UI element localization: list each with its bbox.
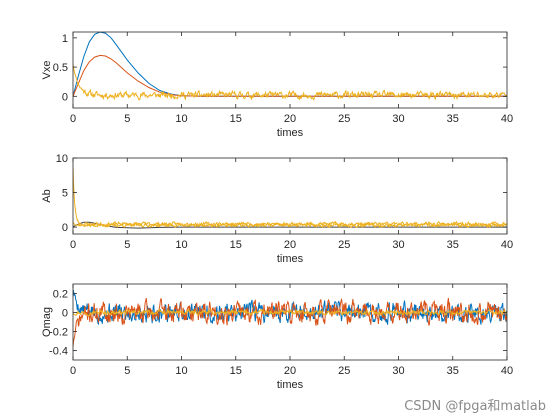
x-tick-label: 40 xyxy=(501,239,513,251)
plot-area xyxy=(73,158,507,234)
x-axis-label: times xyxy=(277,127,304,139)
x-tick-label: 0 xyxy=(70,113,76,125)
x-tick-label: 25 xyxy=(338,113,350,125)
y-tick-label: 0.2 xyxy=(53,289,68,301)
watermark-text: CSDN @fpga和matlab xyxy=(404,399,546,414)
series-line-3 xyxy=(73,222,507,229)
x-tick-label: 10 xyxy=(175,239,187,251)
x-tick-label: 35 xyxy=(447,239,459,251)
x-axis-label: times xyxy=(277,253,304,265)
x-tick-label: 0 xyxy=(70,365,76,377)
y-tick-label: 5 xyxy=(62,188,68,200)
x-tick-label: 15 xyxy=(230,365,242,377)
x-tick-label: 0 xyxy=(70,239,76,251)
x-tick-label: 10 xyxy=(175,365,187,377)
x-tick-label: 20 xyxy=(284,239,296,251)
y-tick-label: 0 xyxy=(62,91,68,103)
x-tick-label: 35 xyxy=(447,365,459,377)
y-axis-label: Ab xyxy=(41,189,53,202)
x-tick-label: 5 xyxy=(124,365,130,377)
x-tick-label: 25 xyxy=(338,239,350,251)
x-tick-label: 20 xyxy=(284,113,296,125)
series-line-3 xyxy=(73,308,507,317)
subplot-2: 0 5 10 15 20 25 30 35 40 0 5 10 times Ab xyxy=(41,153,513,265)
x-tick-label: 30 xyxy=(392,365,404,377)
x-tick-label: 25 xyxy=(338,365,350,377)
x-axis-label: times xyxy=(277,379,304,391)
y-tick-label: 0 xyxy=(62,308,68,320)
series-line-2 xyxy=(73,297,507,347)
x-tick-label: 15 xyxy=(230,113,242,125)
y-tick-label: -0.2 xyxy=(49,327,68,339)
x-tick-label: 5 xyxy=(124,113,130,125)
x-tick-label: 35 xyxy=(447,113,459,125)
y-tick-label: 0.5 xyxy=(53,62,68,74)
subplot-1: 0 5 10 15 20 25 30 35 40 0 0.5 1 times Vxe xyxy=(41,31,513,139)
x-tick-label: 40 xyxy=(501,113,513,125)
subplot-3: 0 5 10 15 20 25 30 35 40 -0.4 -0.2 0 0.2 times Omag xyxy=(41,283,513,391)
y-tick-label: -0.4 xyxy=(49,346,68,358)
x-tick-label: 30 xyxy=(392,113,404,125)
x-tick-label: 20 xyxy=(284,365,296,377)
x-tick-label: 5 xyxy=(124,239,130,251)
y-axis-label: Omag xyxy=(41,307,53,337)
series-line-2 xyxy=(73,54,507,97)
y-tick-label: 1 xyxy=(62,33,68,45)
series-line-3 xyxy=(73,64,507,101)
x-tick-label: 40 xyxy=(501,365,513,377)
x-tick-label: 15 xyxy=(230,239,242,251)
y-axis-label: Vxe xyxy=(41,61,53,80)
y-tick-label: 10 xyxy=(56,153,68,165)
x-tick-label: 10 xyxy=(175,113,187,125)
x-tick-label: 30 xyxy=(392,239,404,251)
y-tick-label: 0 xyxy=(62,222,68,234)
